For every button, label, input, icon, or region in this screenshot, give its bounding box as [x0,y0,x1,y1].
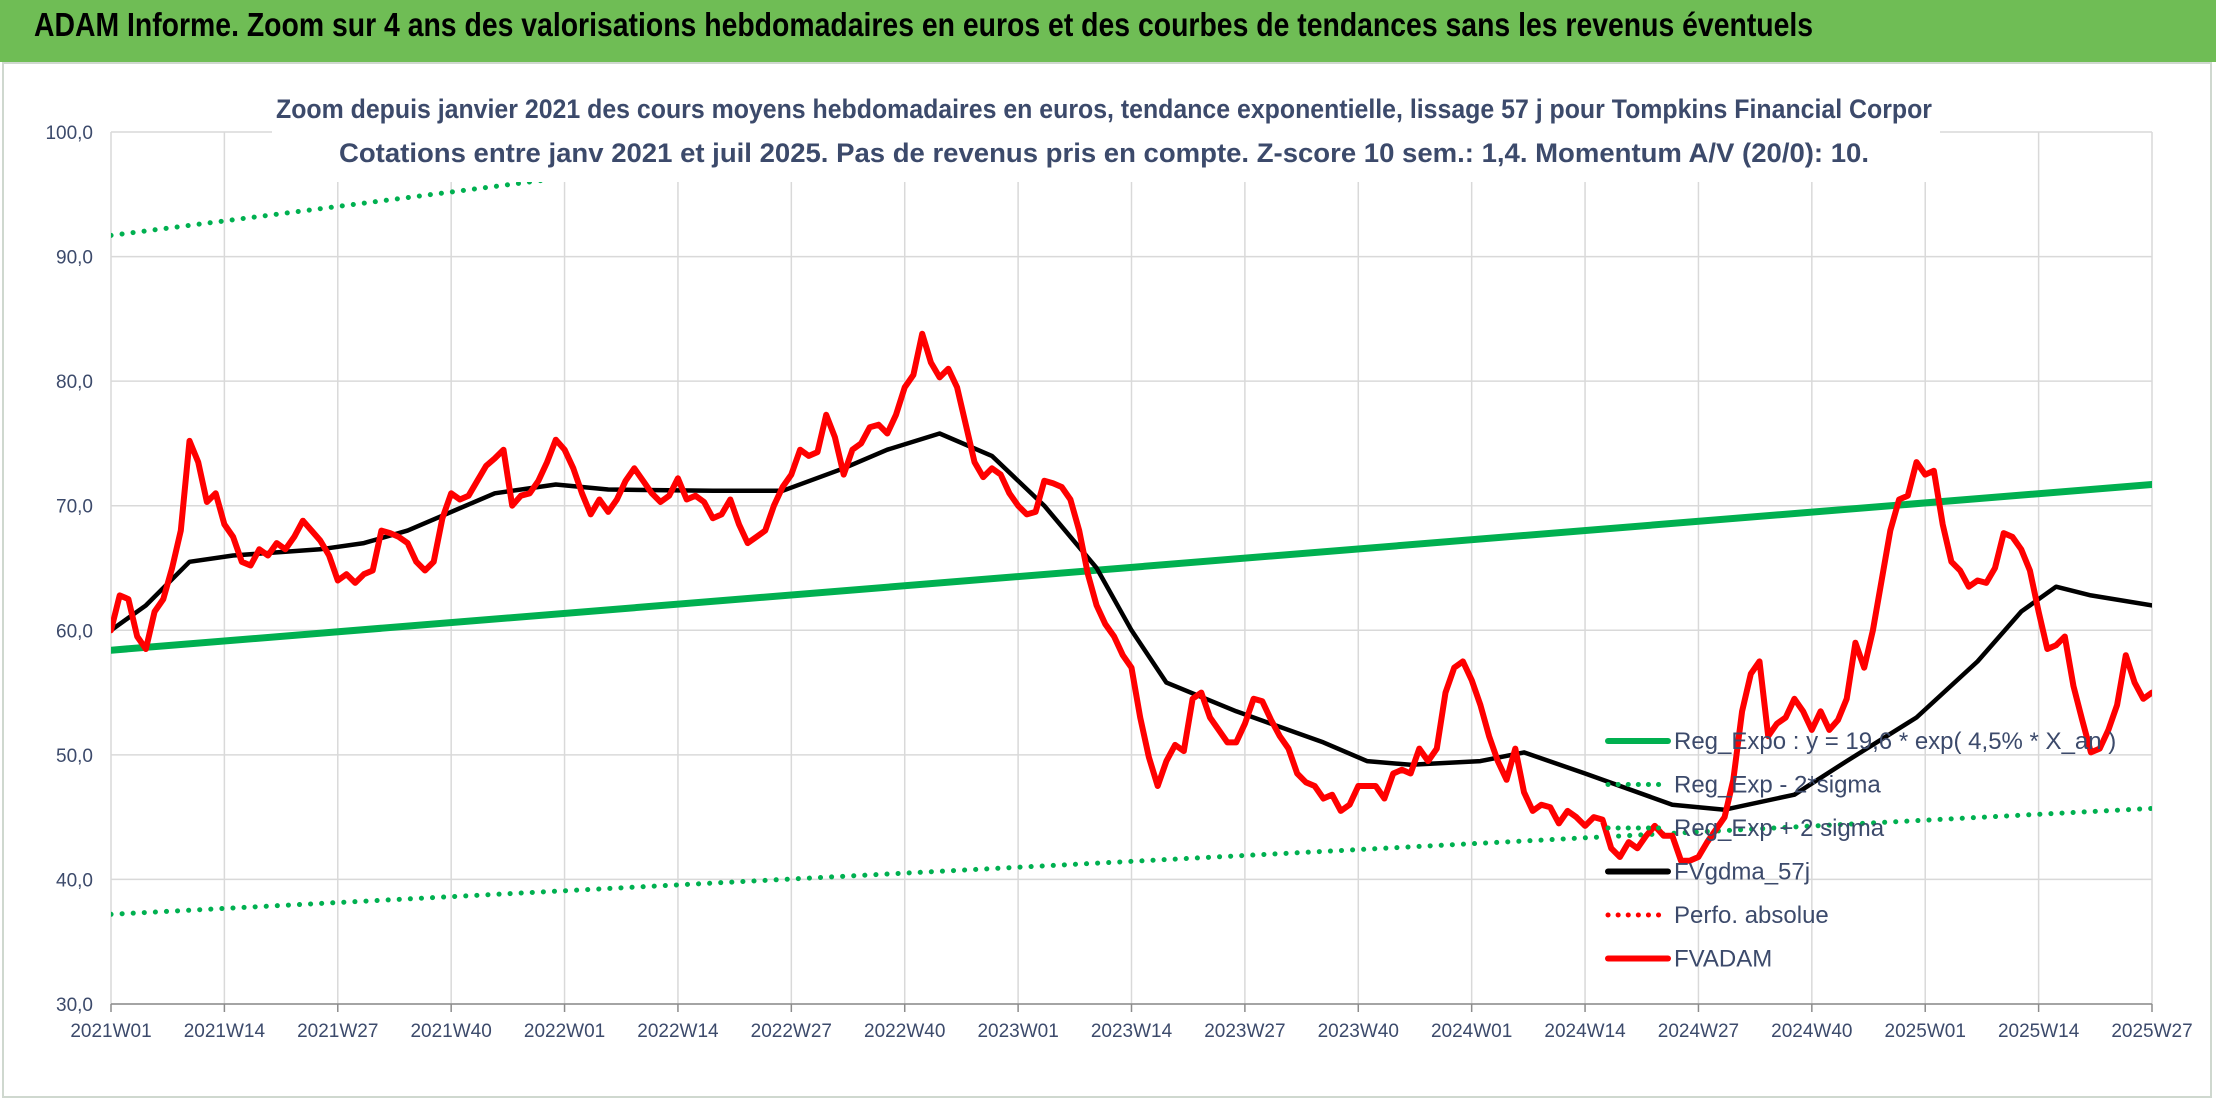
series-line-3 [111,126,989,238]
chart-subtitle: Cotations entre janv 2021 et juil 2025. … [339,138,1869,168]
chart-frame [2,62,2212,1098]
series-line-6 [111,330,2152,864]
x-tick-label: 2021W27 [297,1021,378,1042]
x-tick-label: 2024W27 [1658,1021,1739,1042]
y-tick-label: 50,0 [56,746,93,767]
x-tick-label: 2022W27 [751,1021,832,1042]
y-tick-label: 90,0 [56,248,93,269]
series-line-4 [111,431,2152,812]
x-tick-label: 2024W40 [1771,1021,1852,1042]
legend-label-6: FVADAM [1674,946,1772,973]
x-tick-label: 2021W40 [410,1021,491,1042]
x-tick-label: 2022W14 [637,1021,719,1042]
series-line-1 [111,481,2152,654]
x-tick-label: 2025W27 [2111,1021,2192,1042]
x-tick-label: 2023W27 [1204,1021,1285,1042]
legend-label-2: Reg_Exp - 2*sigma [1674,772,1881,799]
chart-title: Zoom depuis janvier 2021 des cours moyen… [276,94,1932,124]
legend-label-3: Reg_Exp + 2 sigma [1674,815,1885,842]
y-tick-label: 100,0 [45,123,93,144]
x-tick-label: 2022W40 [864,1021,945,1042]
legend-label-1: Reg_Expo : y = 19,6 * exp( 4,5% * X_an ) [1674,728,2116,755]
x-tick-label: 2022W01 [524,1021,605,1042]
x-tick-label: 2024W01 [1431,1021,1512,1042]
x-tick-label: 2025W01 [1885,1021,1966,1042]
y-tick-label: 80,0 [56,372,93,393]
legend-label-4: FVgdma_57j [1674,859,1810,886]
report-banner: ADAM Informe. Zoom sur 4 ans des valoris… [0,0,2216,62]
legend-label-5: Perfo. absolue [1674,902,1829,929]
y-tick-label: 40,0 [56,870,93,891]
x-tick-label: 2025W14 [1998,1021,2080,1042]
x-tick-label: 2021W01 [70,1021,151,1042]
series-line-2 [111,805,2152,917]
x-tick-label: 2024W14 [1544,1021,1626,1042]
x-tick-label: 2023W14 [1091,1021,1173,1042]
x-tick-label: 2021W14 [184,1021,266,1042]
y-tick-label: 30,0 [56,995,93,1016]
y-tick-label: 70,0 [56,497,93,518]
x-tick-label: 2023W40 [1318,1021,1399,1042]
y-tick-label: 60,0 [56,621,93,642]
x-tick-label: 2023W01 [977,1021,1058,1042]
report-title: ADAM Informe. Zoom sur 4 ans des valoris… [34,6,1814,43]
chart-title-background [272,86,1940,182]
